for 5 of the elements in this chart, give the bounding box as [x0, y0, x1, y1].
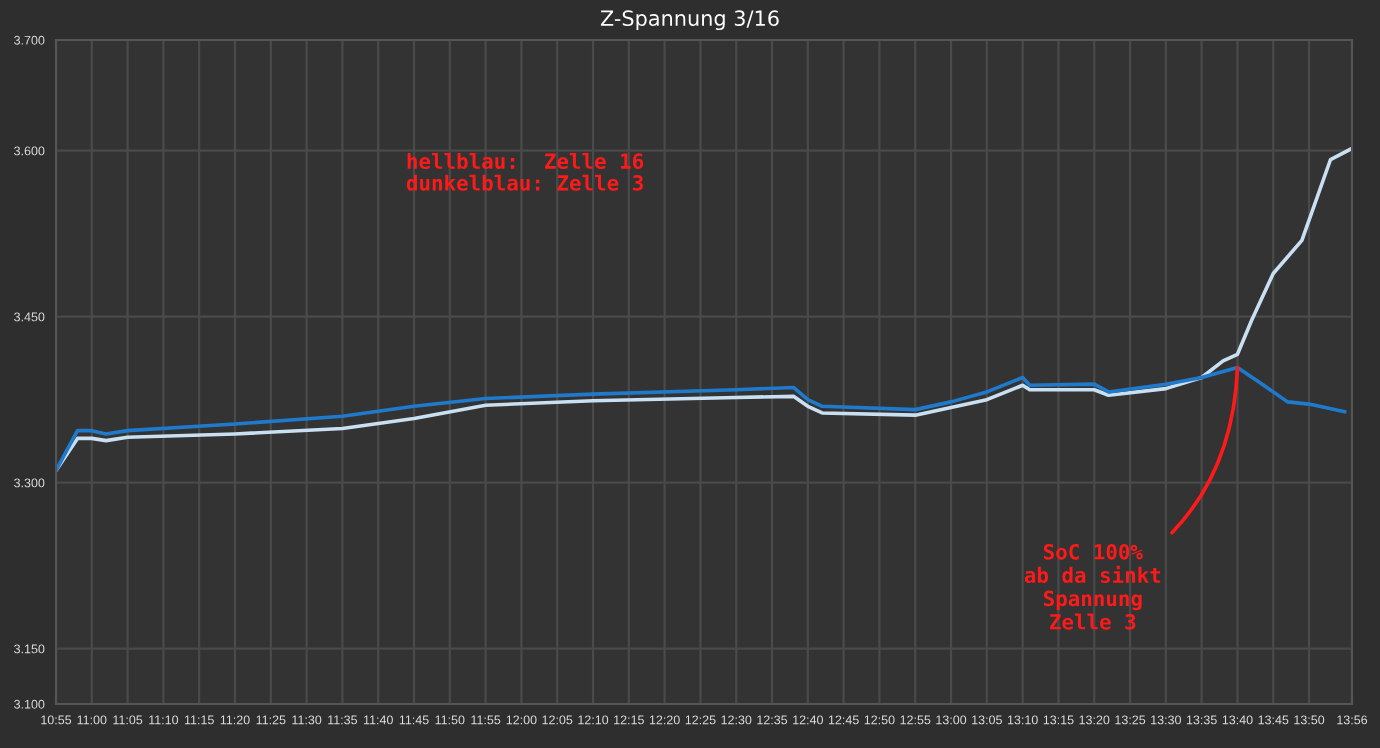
line-series [56, 365, 1347, 473]
annotation: hellblau: Zelle 16 dunkelblau: Zelle 3 [406, 152, 644, 191]
chart-title: Z-Spannung 3/16 [600, 10, 779, 31]
annotation: SoC 100% ab da sinkt Spannung Zelle 3 [1024, 543, 1161, 630]
line-series [56, 146, 1352, 473]
